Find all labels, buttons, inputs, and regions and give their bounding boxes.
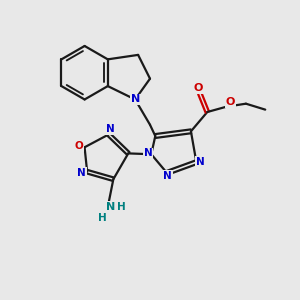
Text: N: N xyxy=(144,148,153,158)
Text: N: N xyxy=(77,168,86,178)
Text: O: O xyxy=(74,141,83,151)
Text: N: N xyxy=(130,94,140,104)
Text: H: H xyxy=(117,202,126,212)
Text: N: N xyxy=(163,171,172,181)
Text: N: N xyxy=(196,157,204,166)
Text: N: N xyxy=(106,202,115,212)
Text: N: N xyxy=(106,124,115,134)
Text: O: O xyxy=(194,82,203,93)
Text: H: H xyxy=(98,213,107,223)
Text: O: O xyxy=(226,97,235,107)
